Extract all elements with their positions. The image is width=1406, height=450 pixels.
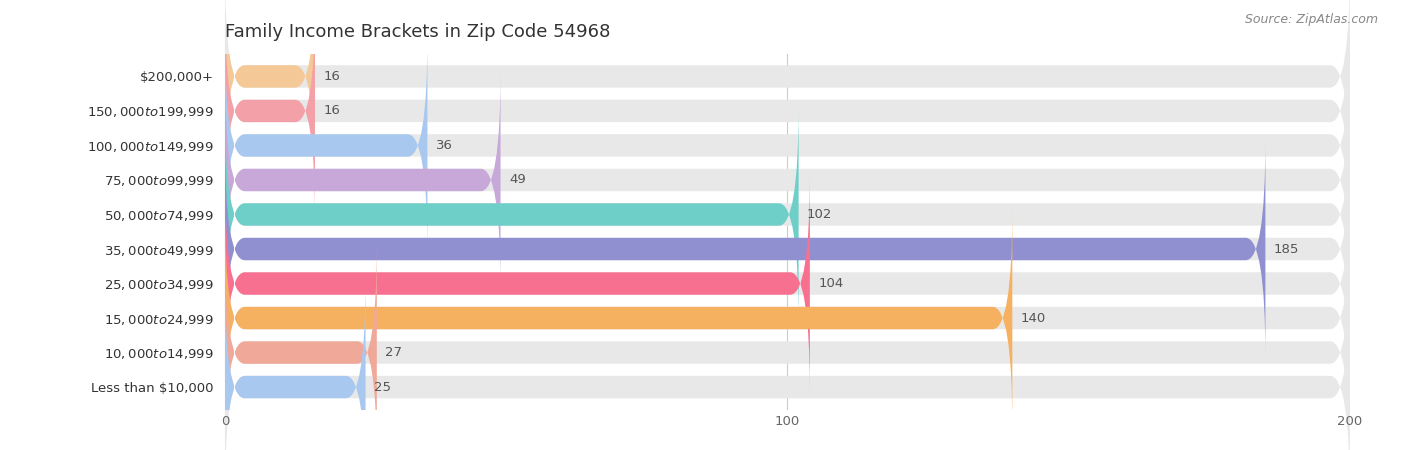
FancyBboxPatch shape xyxy=(225,208,1012,428)
Text: 140: 140 xyxy=(1021,311,1046,324)
FancyBboxPatch shape xyxy=(225,0,1350,186)
FancyBboxPatch shape xyxy=(225,70,1350,289)
FancyBboxPatch shape xyxy=(225,208,1350,428)
FancyBboxPatch shape xyxy=(225,278,1350,450)
Text: 27: 27 xyxy=(385,346,402,359)
FancyBboxPatch shape xyxy=(225,243,1350,450)
FancyBboxPatch shape xyxy=(225,243,377,450)
FancyBboxPatch shape xyxy=(225,105,799,324)
FancyBboxPatch shape xyxy=(225,174,810,393)
FancyBboxPatch shape xyxy=(225,70,501,289)
Text: 102: 102 xyxy=(807,208,832,221)
Text: 16: 16 xyxy=(323,104,340,117)
FancyBboxPatch shape xyxy=(225,36,427,255)
Text: 49: 49 xyxy=(509,174,526,186)
Text: 16: 16 xyxy=(323,70,340,83)
FancyBboxPatch shape xyxy=(225,105,1350,324)
Text: 185: 185 xyxy=(1274,243,1299,256)
Text: 25: 25 xyxy=(374,381,391,394)
FancyBboxPatch shape xyxy=(225,36,1350,255)
Text: 36: 36 xyxy=(436,139,453,152)
Text: Source: ZipAtlas.com: Source: ZipAtlas.com xyxy=(1244,14,1378,27)
FancyBboxPatch shape xyxy=(225,140,1350,359)
FancyBboxPatch shape xyxy=(225,0,315,186)
FancyBboxPatch shape xyxy=(225,1,315,220)
Text: 104: 104 xyxy=(818,277,844,290)
FancyBboxPatch shape xyxy=(225,278,366,450)
Text: Family Income Brackets in Zip Code 54968: Family Income Brackets in Zip Code 54968 xyxy=(225,23,610,41)
FancyBboxPatch shape xyxy=(225,1,1350,220)
FancyBboxPatch shape xyxy=(225,174,1350,393)
FancyBboxPatch shape xyxy=(225,140,1265,359)
